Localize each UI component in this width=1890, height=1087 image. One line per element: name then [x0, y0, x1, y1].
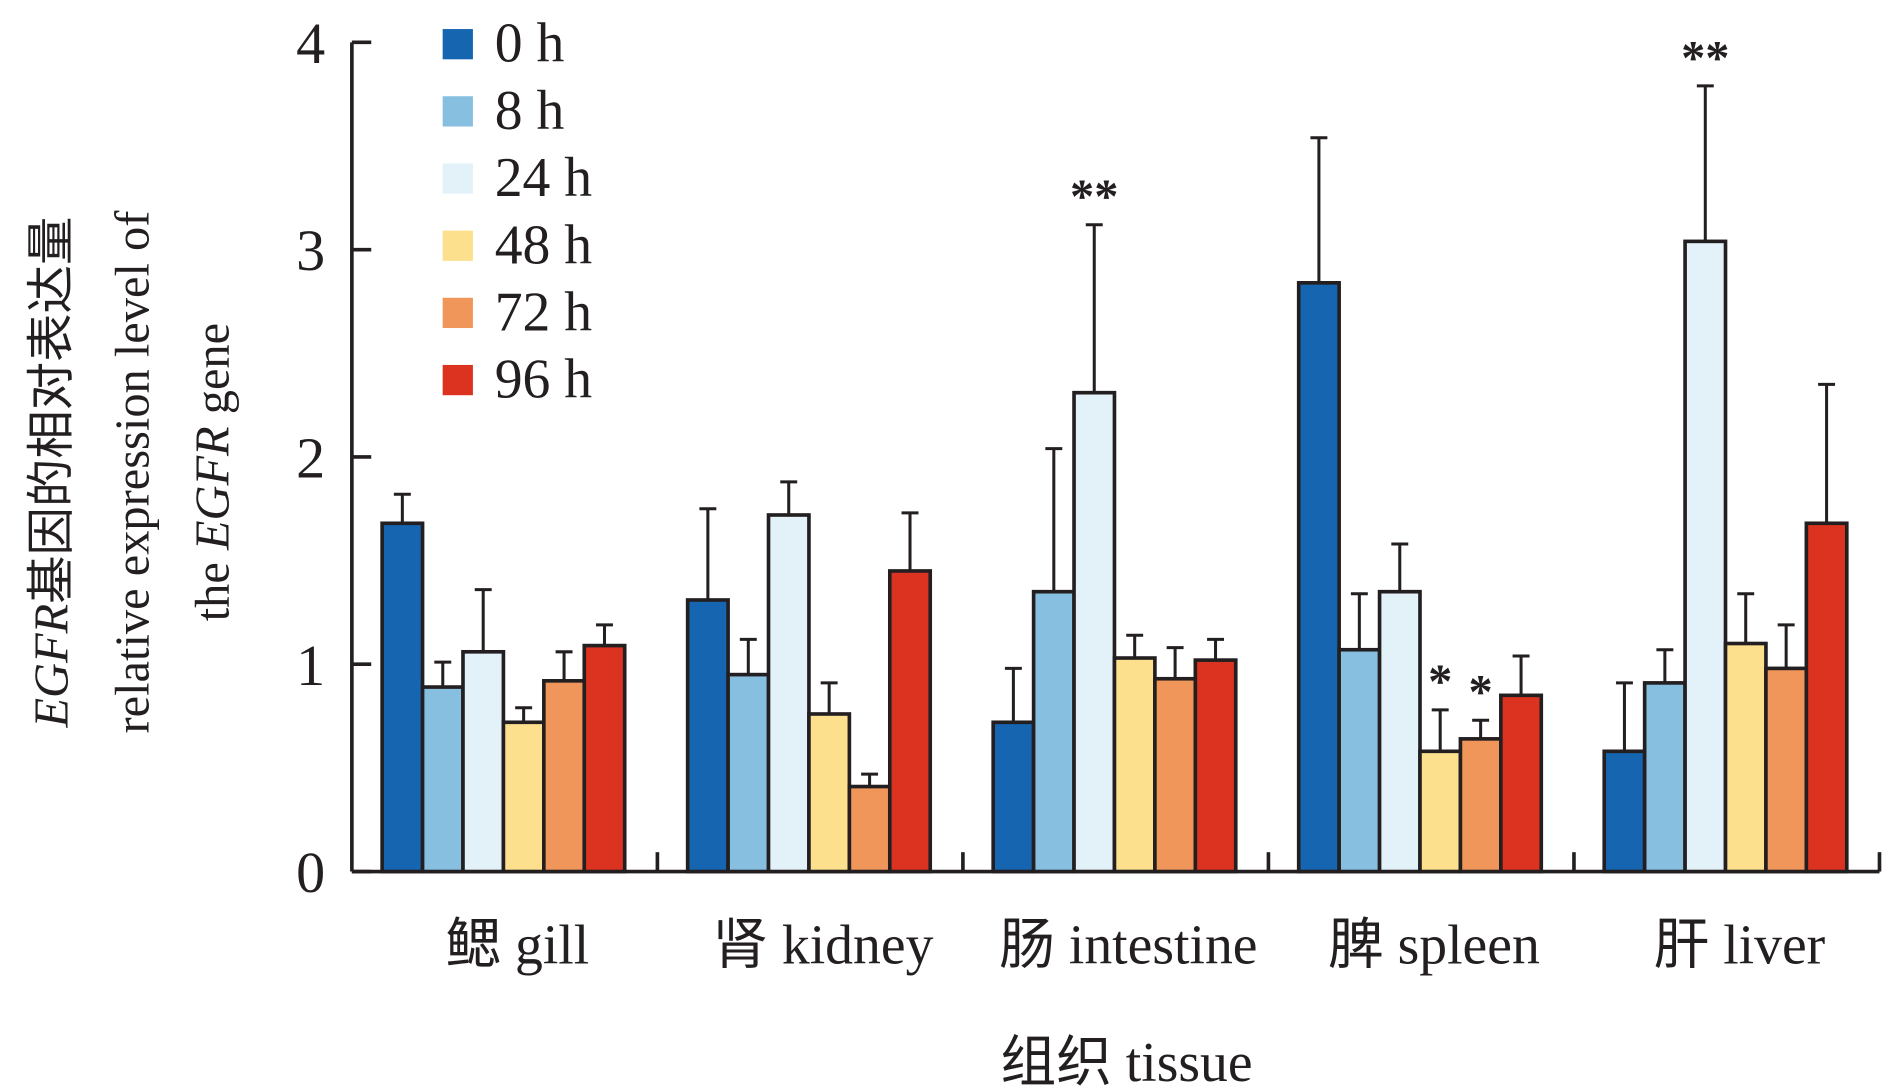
bar	[991, 720, 1036, 874]
legend-swatch	[442, 230, 473, 261]
x-axis-label: 组织 tissue	[1001, 1032, 1253, 1087]
bar	[1337, 647, 1382, 874]
bar	[1683, 239, 1728, 874]
significance-label: *	[1428, 656, 1452, 709]
bar	[1031, 589, 1076, 874]
bar	[1112, 656, 1157, 874]
bar	[1499, 693, 1544, 874]
y-tick-label: 4	[296, 11, 325, 76]
y-axis-label-line1: EGFR基因的相对表达量	[25, 217, 78, 729]
x-tick-label: 肠 intestine	[999, 915, 1257, 977]
y-tick-label: 0	[296, 840, 325, 905]
bar	[461, 649, 506, 874]
bar	[1377, 589, 1422, 874]
legend-label: 24 h	[495, 147, 593, 209]
legend-label: 96 h	[495, 349, 593, 411]
y-axis-label-line2: relative expression level of	[107, 210, 160, 734]
y-tick-label: 2	[296, 426, 325, 491]
bar	[1296, 281, 1341, 874]
legend-swatch	[442, 96, 473, 127]
y-tick-label: 3	[296, 218, 325, 283]
y-tick-label: 1	[296, 633, 325, 698]
bar	[1602, 749, 1647, 874]
bar	[420, 685, 465, 874]
bar	[380, 521, 425, 874]
bar	[1642, 681, 1687, 874]
x-tick-label: 肝 liver	[1654, 915, 1826, 977]
significance-label: **	[1070, 171, 1118, 224]
y-axis-label-line3: the EGFR gene	[186, 323, 239, 621]
legend-label: 0 h	[495, 13, 565, 75]
bar	[501, 720, 546, 874]
bar	[1804, 521, 1849, 874]
bar	[1072, 390, 1117, 874]
bar	[766, 513, 811, 874]
bar	[1153, 676, 1198, 874]
bar	[1723, 641, 1768, 874]
bar	[847, 784, 892, 874]
bar	[1193, 658, 1238, 874]
bar	[1418, 749, 1463, 874]
legend-label: 48 h	[495, 214, 593, 276]
bar	[726, 672, 771, 874]
y-axis-label: EGFR基因的相对表达量 relative expression level o…	[25, 210, 239, 734]
legend-swatch	[442, 297, 473, 329]
legend-swatch	[442, 364, 473, 396]
x-tick-label: 肾 kidney	[712, 915, 933, 977]
x-tick-label: 鳃 gill	[445, 915, 589, 977]
bar	[582, 643, 627, 874]
bar	[542, 679, 587, 874]
bar	[1764, 666, 1809, 874]
bar	[1458, 737, 1503, 874]
bar	[807, 712, 852, 874]
significance-label: **	[1681, 32, 1729, 85]
significance-label: *	[1469, 666, 1493, 719]
legend-swatch	[442, 163, 473, 194]
legend-label: 8 h	[495, 80, 565, 142]
x-tick-label: 脾 spleen	[1328, 915, 1540, 977]
bar	[685, 598, 730, 874]
bar	[887, 569, 933, 874]
legend-swatch	[442, 29, 473, 60]
legend-label: 72 h	[495, 281, 593, 343]
